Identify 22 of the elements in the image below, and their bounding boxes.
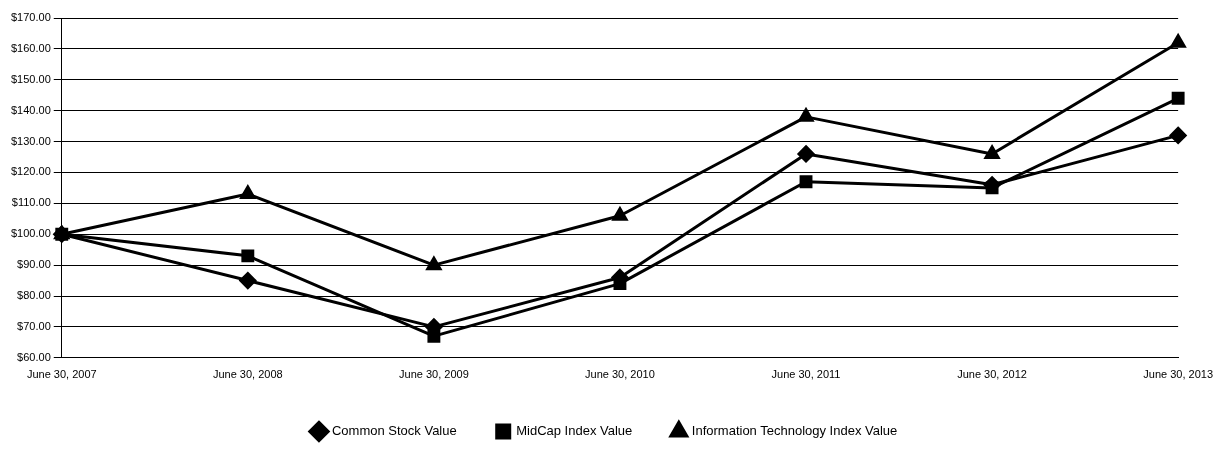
y-tick-label: $110.00: [11, 196, 51, 209]
x-tick-label: June 30, 2009: [399, 368, 469, 381]
x-tick-label: June 30, 2010: [585, 368, 655, 381]
y-tick-label: $60.00: [17, 350, 51, 363]
legend-label: Information Technology Index Value: [691, 423, 898, 439]
x-tick-label: June 30, 2007: [26, 368, 97, 381]
legend-label: Common Stock Value: [331, 423, 457, 439]
y-tick-label: $170.00: [11, 11, 51, 24]
y-tick-label: $120.00: [11, 165, 51, 178]
y-tick-label: $90.00: [17, 258, 51, 271]
y-tick-label: $140.00: [11, 103, 51, 116]
legend-label: MidCap Index Value: [516, 423, 633, 439]
x-tick-label: June 30, 2012: [957, 368, 1027, 381]
y-tick-label: $70.00: [17, 319, 51, 332]
y-tick-label: $130.00: [11, 134, 51, 147]
x-tick-label: June 30, 2013: [1143, 368, 1213, 381]
x-tick-label: June 30, 2011: [771, 368, 841, 381]
y-tick-label: $160.00: [11, 41, 51, 54]
y-tick-label: $100.00: [11, 227, 51, 240]
y-tick-label: $80.00: [17, 289, 51, 302]
x-tick-label: June 30, 2008: [212, 368, 283, 381]
y-tick-label: $150.00: [11, 72, 51, 85]
